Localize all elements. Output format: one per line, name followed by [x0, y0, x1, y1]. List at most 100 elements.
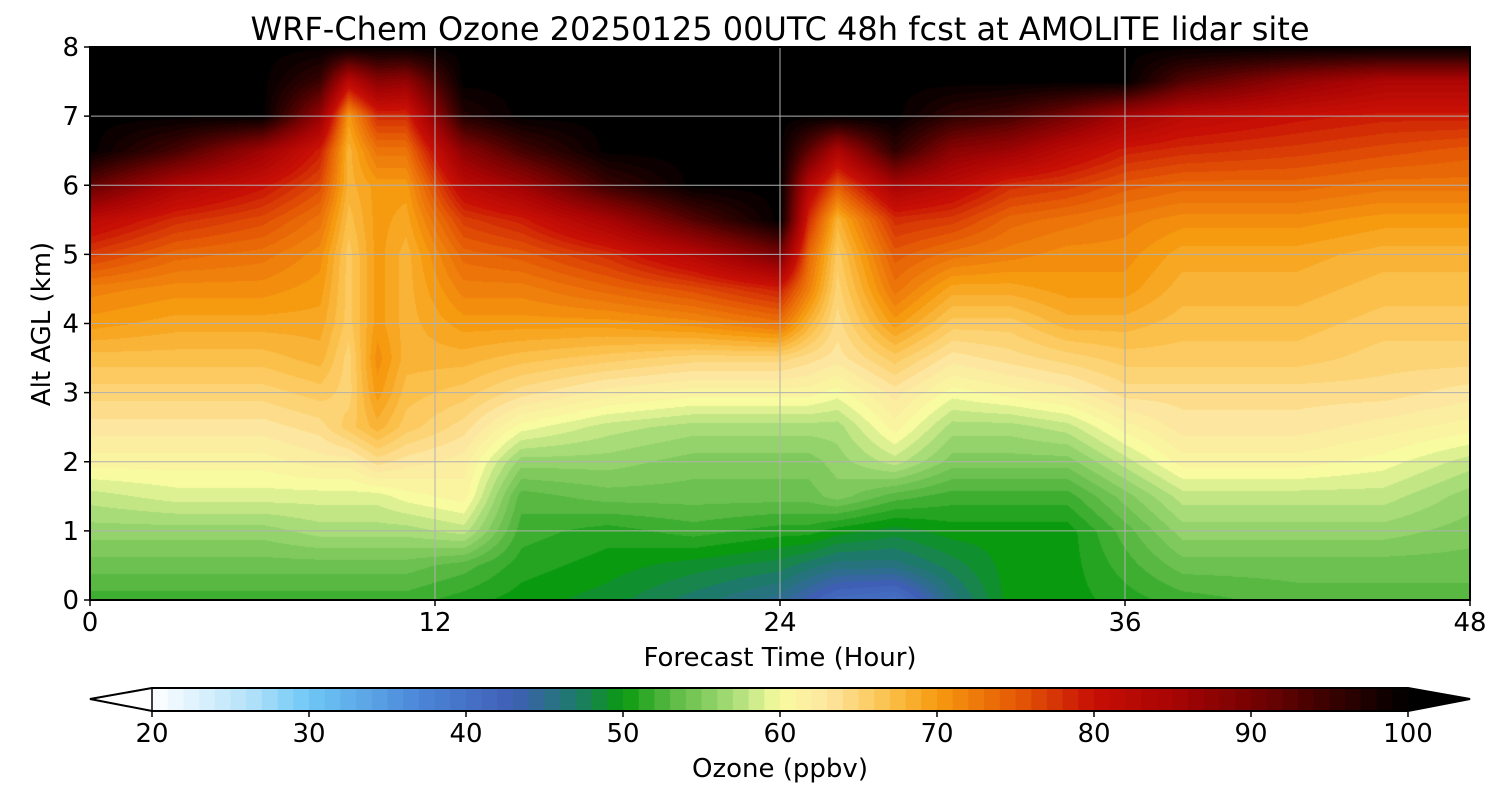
colorbar-cell [528, 688, 546, 711]
colorbar-cell [340, 688, 357, 711]
x-tick-label: 36 [1108, 608, 1141, 638]
y-tick-label: 5 [62, 240, 79, 270]
colorbar-cell [1392, 688, 1409, 711]
x-tick-label: 12 [418, 608, 451, 638]
colorbar-tick-label: 40 [449, 719, 482, 749]
colorbar-cell [780, 688, 797, 711]
colorbar-cell [466, 688, 483, 711]
colorbar-cell [952, 688, 969, 711]
colorbar-tick-label: 50 [606, 719, 639, 749]
colorbar-cell [1203, 688, 1221, 711]
colorbar-cell [811, 688, 828, 711]
colorbar-cell [1141, 688, 1158, 711]
colorbar-tick-label: 30 [292, 719, 325, 749]
colorbar-cells [152, 688, 1409, 711]
x-axis-ticks: 0 12 24 36 48 [82, 600, 1487, 638]
colorbar-cell [858, 688, 875, 711]
colorbar-cell [842, 688, 860, 711]
colorbar-cell [984, 688, 1001, 711]
colorbar-cell [183, 688, 200, 711]
x-tick-label: 24 [763, 608, 796, 638]
colorbar-cell [418, 688, 436, 711]
colorbar-tick-label: 60 [763, 719, 796, 749]
colorbar-cell [638, 688, 655, 711]
colorbar-cell [1109, 688, 1126, 711]
colorbar-cell [937, 688, 954, 711]
colorbar-cell [481, 688, 498, 711]
colorbar-cell [167, 688, 184, 711]
colorbar-tick-label: 70 [920, 719, 953, 749]
colorbar-cell [434, 688, 451, 711]
colorbar-tick-label: 20 [135, 719, 168, 749]
colorbar-cell [1329, 688, 1346, 711]
colorbar-cell [230, 688, 247, 711]
colorbar-cell [1266, 688, 1283, 711]
colorbar-cell [874, 688, 891, 711]
colorbar-cell [1015, 688, 1032, 711]
colorbar-cell [309, 688, 326, 711]
x-axis-label: Forecast Time (Hour) [643, 643, 916, 673]
colorbar-cell [1031, 688, 1048, 711]
y-axis-label: Alt AGL (km) [27, 242, 57, 406]
colorbar-over-triangle [1407, 687, 1471, 712]
colorbar-cell [246, 688, 263, 711]
colorbar-cell [575, 688, 593, 711]
colorbar-cell [560, 688, 577, 711]
colorbar-cell [277, 688, 294, 711]
colorbar-cell [968, 688, 985, 711]
colorbar-cell [1078, 688, 1095, 711]
colorbar-cell [371, 688, 389, 711]
colorbar-cell [1282, 688, 1299, 711]
grid-lines [90, 47, 1470, 600]
colorbar-cell [1062, 688, 1079, 711]
colorbar-cell [685, 688, 703, 711]
x-tick-label: 0 [82, 608, 99, 638]
y-axis-ticks: 0 1 2 3 4 5 6 7 8 [62, 33, 90, 616]
colorbar-tick-label: 90 [1234, 719, 1267, 749]
colorbar-under-triangle [89, 687, 153, 712]
y-tick-label: 6 [62, 171, 79, 201]
colorbar-cell [293, 688, 310, 711]
colorbar-tick-label: 100 [1383, 719, 1433, 749]
y-tick-label: 7 [62, 102, 79, 132]
colorbar-cell [1094, 688, 1111, 711]
colorbar: 20 30 40 50 60 70 80 90 100 Ozone (ppbv) [89, 687, 1471, 784]
colorbar-cell [1188, 688, 1205, 711]
y-tick-label: 4 [62, 310, 79, 340]
y-tick-label: 3 [62, 379, 79, 409]
y-tick-label: 0 [62, 586, 79, 616]
colorbar-label: Ozone (ppbv) [692, 754, 868, 784]
colorbar-cell [591, 688, 608, 711]
colorbar-cell [889, 688, 907, 711]
colorbar-ticks: 20 30 40 50 60 70 80 90 100 [135, 711, 1433, 749]
colorbar-cell [1251, 688, 1268, 711]
colorbar-cell [999, 688, 1017, 711]
colorbar-cell [1298, 688, 1315, 711]
x-tick-label: 48 [1453, 608, 1486, 638]
colorbar-cell [1125, 688, 1142, 711]
colorbar-cell [513, 688, 530, 711]
colorbar-cell [356, 688, 373, 711]
colorbar-cell [701, 688, 718, 711]
colorbar-cell [497, 688, 514, 711]
colorbar-cell [795, 688, 812, 711]
colorbar-cell [717, 688, 734, 711]
colorbar-tick-label: 80 [1077, 719, 1110, 749]
colorbar-cell [827, 688, 844, 711]
colorbar-cell [607, 688, 624, 711]
colorbar-cell [1345, 688, 1362, 711]
colorbar-cell [905, 688, 922, 711]
colorbar-cell [623, 688, 640, 711]
y-tick-label: 1 [62, 517, 79, 547]
colorbar-cell [403, 688, 420, 711]
colorbar-cell [152, 688, 169, 711]
colorbar-cell [670, 688, 687, 711]
colorbar-cell [921, 688, 938, 711]
colorbar-cell [748, 688, 765, 711]
colorbar-cell [1219, 688, 1236, 711]
chart-title: WRF-Chem Ozone 20250125 00UTC 48h fcst a… [250, 10, 1309, 48]
colorbar-cell [199, 688, 216, 711]
colorbar-cell [1313, 688, 1331, 711]
y-tick-label: 8 [62, 33, 79, 63]
